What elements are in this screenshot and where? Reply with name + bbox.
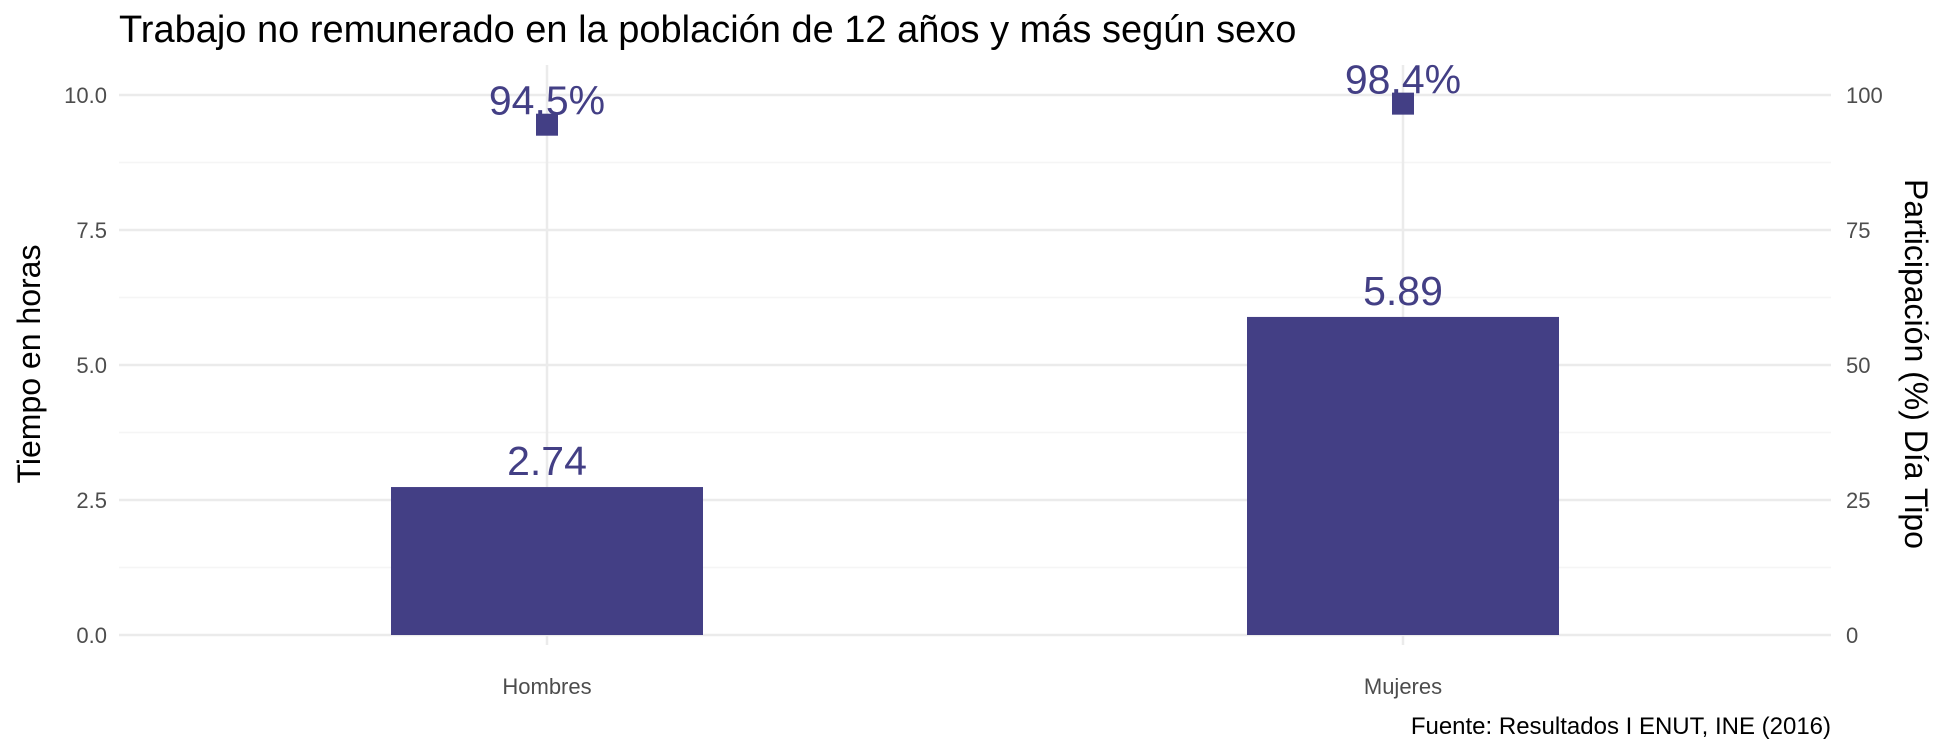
y2-tick-label: 0 bbox=[1846, 623, 1858, 648]
y-tick-label: 0.0 bbox=[76, 623, 107, 648]
point-value-label: 94.5% bbox=[489, 78, 605, 124]
y2-axis-title: Participación (%) Día Tipo bbox=[1898, 179, 1934, 549]
y2-axis-ticks: 0 25 50 75 100 bbox=[1846, 83, 1883, 648]
y2-tick-label: 25 bbox=[1846, 488, 1870, 513]
points-layer bbox=[536, 92, 1414, 136]
y-tick-label: 2.5 bbox=[76, 488, 107, 513]
y-tick-label: 5.0 bbox=[76, 353, 107, 378]
y-tick-label: 10.0 bbox=[64, 83, 107, 108]
y-axis-title: Tiempo en horas bbox=[11, 245, 47, 484]
data-labels-layer: 2.74 5.89 94.5% 98.4% bbox=[489, 57, 1461, 484]
bar-value-label: 5.89 bbox=[1363, 268, 1443, 314]
chart-caption: Fuente: Resultados I ENUT, INE (2016) bbox=[1411, 713, 1831, 740]
y-tick-label: 7.5 bbox=[76, 218, 107, 243]
x-tick-label: Mujeres bbox=[1364, 674, 1442, 699]
y-axis-ticks: 0.0 2.5 5.0 7.5 10.0 bbox=[64, 83, 107, 648]
x-tick-label: Hombres bbox=[502, 674, 591, 699]
chart-title: Trabajo no remunerado en la población de… bbox=[119, 9, 1296, 51]
bars-layer bbox=[391, 316, 1559, 635]
y2-tick-label: 75 bbox=[1846, 218, 1870, 243]
bar bbox=[1247, 316, 1559, 635]
bar bbox=[391, 487, 703, 635]
point-marker bbox=[1392, 92, 1414, 115]
y2-tick-label: 50 bbox=[1846, 353, 1870, 378]
bar-value-label: 2.74 bbox=[507, 438, 587, 484]
y2-tick-label: 100 bbox=[1846, 83, 1883, 108]
point-value-label: 98.4% bbox=[1345, 57, 1461, 103]
x-axis-ticks: Hombres Mujeres bbox=[502, 674, 1442, 699]
grid-lines bbox=[119, 65, 1831, 645]
point-marker bbox=[536, 113, 558, 136]
